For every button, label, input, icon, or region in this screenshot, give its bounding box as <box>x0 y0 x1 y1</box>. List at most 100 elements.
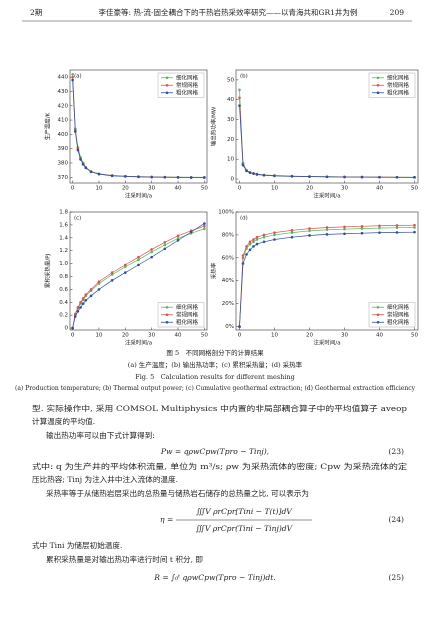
legend-label: 粗化网格 <box>176 318 199 326</box>
data-point <box>137 263 140 267</box>
data-point <box>238 88 241 92</box>
data-point <box>252 238 255 241</box>
data-point <box>241 163 245 167</box>
y-tick-label: 30 <box>227 117 234 123</box>
x-tick-label: 30 <box>341 186 348 192</box>
data-point <box>395 231 399 234</box>
y-tick-label: 410 <box>58 118 69 124</box>
data-point <box>76 306 80 309</box>
data-point <box>124 263 127 267</box>
data-point <box>84 293 88 296</box>
panel-label: (a) <box>74 74 82 80</box>
data-point <box>325 175 329 179</box>
data-point <box>413 226 416 229</box>
data-point <box>150 175 153 179</box>
data-point <box>137 175 140 179</box>
data-point <box>176 234 180 238</box>
legend-label: 常规网格 <box>387 81 410 89</box>
data-point <box>97 282 101 285</box>
data-point <box>97 172 101 176</box>
y-tick-label: 60% <box>222 255 234 261</box>
x-tick-label: 20 <box>306 333 313 339</box>
data-point <box>255 173 259 176</box>
data-point <box>262 233 266 237</box>
y-tick-label: 40% <box>222 278 234 284</box>
data-point <box>203 224 206 228</box>
series-line <box>239 97 415 178</box>
x-axis-label: 注采时间/a <box>125 339 152 347</box>
data-point <box>241 262 245 265</box>
data-point <box>248 171 252 174</box>
y-tick-label: 0% <box>225 324 234 330</box>
y-tick-label: 0.6 <box>59 287 68 293</box>
x-tick-label: 50 <box>201 333 208 339</box>
legend-marker <box>165 91 169 95</box>
data-point <box>203 176 206 179</box>
data-point <box>241 254 245 257</box>
y-axis-label: 生产温度/K <box>44 112 52 140</box>
x-tick-label: 20 <box>122 333 129 339</box>
legend-marker <box>165 83 169 87</box>
series-line <box>239 105 415 178</box>
y-tick-label: 0.2 <box>59 313 68 319</box>
y-tick-label: 20 <box>227 137 234 143</box>
data-point <box>343 232 346 236</box>
header-title: 李佳豪等: 热-流-固全耦合下的干热岩热采效率研究——以青海共和GR1井为例 <box>99 7 358 17</box>
data-point <box>325 233 329 236</box>
x-tick-label: 40 <box>175 186 182 192</box>
data-point <box>124 265 127 269</box>
y-tick-label: 370 <box>58 175 69 181</box>
data-point <box>79 158 82 161</box>
data-point <box>413 223 416 227</box>
data-point <box>238 96 241 100</box>
plot-frame <box>235 211 419 331</box>
data-point <box>308 234 311 237</box>
series-line <box>72 223 205 329</box>
data-point <box>395 224 399 227</box>
series-line <box>72 225 205 329</box>
y-tick-label: 20% <box>222 301 234 307</box>
data-point <box>124 175 127 178</box>
equation-lhs: η = <box>160 515 173 524</box>
legend-marker <box>376 313 380 317</box>
legend-label: 细化网格 <box>176 303 199 311</box>
data-point <box>79 306 82 309</box>
series-line <box>72 79 205 178</box>
legend-marker <box>165 76 169 80</box>
plot-frame <box>69 69 208 184</box>
subcaption-en: (a) Production temperature; (b) Thermal … <box>15 384 415 392</box>
x-tick-label: 10 <box>95 333 102 339</box>
y-tick-label: 0.4 <box>59 300 68 306</box>
x-tick-label: 30 <box>148 186 155 192</box>
y-tick-label: 100% <box>218 210 234 216</box>
y-tick-label: 1.2 <box>59 248 68 254</box>
data-point <box>290 231 294 234</box>
legend-marker <box>165 320 169 324</box>
data-point <box>71 78 74 82</box>
data-point <box>110 279 114 282</box>
data-point <box>262 240 266 244</box>
y-axis-label: 采热率 <box>210 262 218 279</box>
data-point <box>245 253 248 256</box>
equation-number: (25) <box>388 573 404 582</box>
legend-label: 常规网格 <box>387 310 410 318</box>
y-tick-label: 80% <box>222 232 234 238</box>
data-point <box>110 273 114 276</box>
data-point <box>110 174 114 178</box>
data-point <box>378 226 381 230</box>
legend-marker <box>165 305 169 309</box>
caption-cn: 图 5 不同网格剖分下的计算结果 <box>166 348 264 357</box>
caption-en: Fig. 5 Calculation results for different… <box>135 373 295 381</box>
panel-label: (b) <box>240 74 248 80</box>
legend-label: 细化网格 <box>176 73 199 81</box>
data-point <box>150 255 153 259</box>
data-point <box>176 176 180 179</box>
y-tick-label: 1.4 <box>59 235 68 241</box>
legend-marker <box>376 305 380 309</box>
legend-label: 粗化网格 <box>176 88 199 96</box>
body-line: 式中 Tini 为储层初始温度. <box>32 540 122 550</box>
x-tick-label: 20 <box>122 186 129 192</box>
data-point <box>252 245 255 248</box>
x-tick-label: 40 <box>376 333 383 339</box>
data-point <box>238 104 241 107</box>
